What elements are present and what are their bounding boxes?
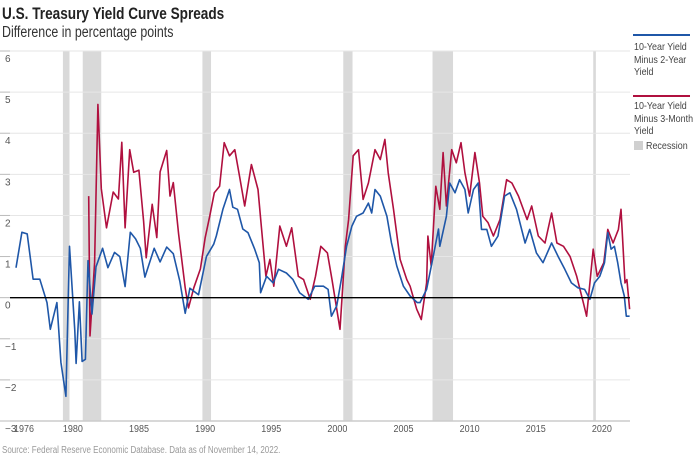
y-tick-label: 2 [5, 218, 11, 229]
x-tick-label: 2000 [327, 424, 347, 435]
legend-series2: 10-Year Yield Minus 3-Month Yield [634, 100, 694, 138]
y-tick-label: 5 [5, 95, 11, 106]
y-tick-label: 4 [5, 136, 11, 147]
recession-band [343, 51, 353, 421]
chart-title: U.S. Treasury Yield Curve Spreads [2, 4, 225, 23]
y-tick-label: 3 [5, 177, 11, 188]
x-tick-label: 1980 [63, 424, 83, 435]
x-tick-label: 2020 [592, 424, 612, 435]
legend-text: 10-Year Yield [634, 100, 687, 112]
x-tick-label: 2015 [526, 424, 546, 435]
legend-line-series1 [633, 34, 690, 36]
x-tick-label: 1990 [195, 424, 215, 435]
legend-recession: Recession [646, 140, 688, 152]
y-tick-label: −1 [5, 342, 17, 353]
chart-subtitle: Difference in percentage points [2, 24, 174, 41]
legend-text: Yield [634, 125, 654, 137]
recession-band [593, 51, 596, 421]
recession-band [62, 51, 70, 421]
series-line-10y-minus-2y [15, 178, 630, 398]
y-tick-label: −2 [5, 383, 17, 394]
x-tick-label: 1995 [261, 424, 281, 435]
x-tick-label: 1985 [129, 424, 149, 435]
legend-series1: 10-Year Yield Minus 2-Year Yield [634, 41, 694, 79]
y-tick-label: −3 [5, 424, 17, 435]
recession-band [202, 51, 212, 421]
y-tick-label: 0 [5, 301, 11, 312]
legend-text: 10-Year Yield [634, 41, 687, 53]
x-tick-label: 2005 [394, 424, 414, 435]
x-tick-label: 2010 [460, 424, 480, 435]
legend-swatch-recession [634, 141, 643, 150]
legend-line-series2 [633, 95, 690, 97]
legend-text: Minus 3-Month [634, 112, 694, 125]
series-line-10y-minus-3m [87, 103, 631, 337]
legend-text: Minus 2-Year [634, 53, 687, 66]
y-tick-label: 6 [5, 54, 11, 65]
x-tick-label: 1976 [14, 424, 34, 435]
y-tick-label: 1 [5, 260, 11, 271]
source-note: Source: Federal Reserve Economic Databas… [2, 445, 281, 456]
legend-text: Yield [634, 66, 654, 78]
